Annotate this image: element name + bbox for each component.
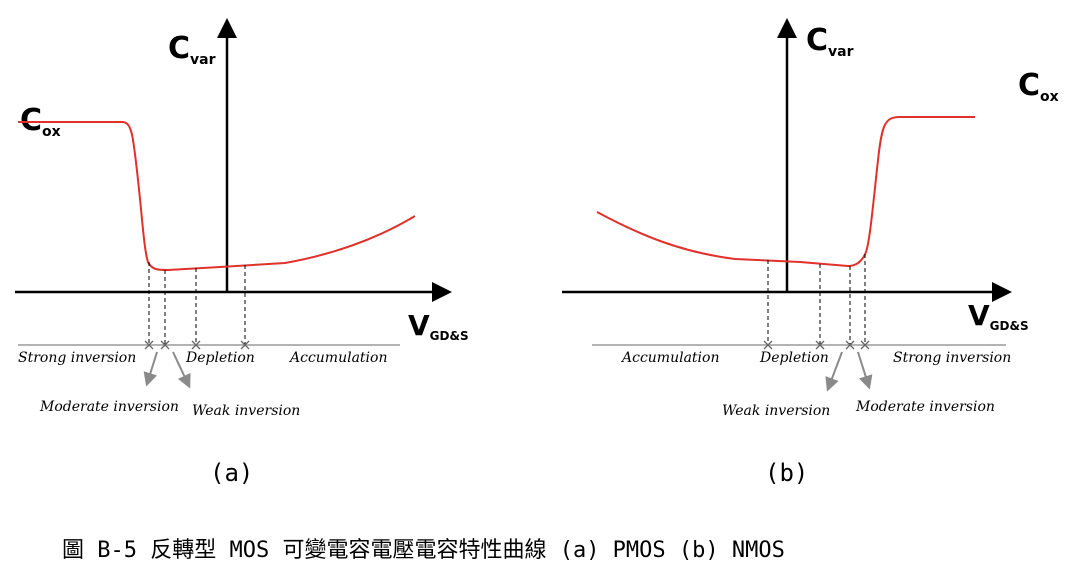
panel-a-region-accumulation: Accumulation [288, 350, 387, 366]
panel-a: Cvar Cox VGD&S Strong inversion [15, 18, 469, 487]
panel-a-cv-curve [18, 121, 416, 272]
panel-a-weak-arrow [172, 351, 191, 389]
panel-b-x-axis-label: VGD&S [968, 299, 1029, 333]
panel-a-boundary-markers [144, 340, 250, 350]
panel-b-cox-label: Cox [1018, 68, 1059, 105]
panel-a-region-depletion: Depletion [185, 350, 255, 366]
panel-a-cox-label: Cox [20, 103, 61, 140]
panel-a-callout-weak-inversion: Weak inversion [192, 403, 300, 419]
panel-b-callout-moderate-inversion: Moderate inversion [855, 399, 995, 415]
panel-b-guides [767, 254, 866, 345]
panel-a-callout-moderate-inversion: Moderate inversion [39, 399, 179, 415]
panel-b-callout-weak-inversion: Weak inversion [722, 403, 830, 419]
panel-b-moderate-arrow [857, 351, 873, 390]
panel-b: Cvar Cox VGD&S Accumulation D [562, 18, 1059, 487]
panel-a-region-strong-inversion: Strong inversion [18, 350, 136, 366]
panel-b-cv-curve [596, 116, 975, 268]
panel-b-boundary-markers [763, 340, 870, 350]
panel-b-sub-label: (b) [765, 459, 808, 487]
panel-b-region-strong-inversion: Strong inversion [893, 350, 1011, 366]
panel-b-weak-arrow [825, 351, 843, 392]
panel-b-region-accumulation: Accumulation [620, 350, 719, 366]
panel-b-region-depletion: Depletion [759, 350, 829, 366]
panel-a-moderate-arrow [143, 351, 158, 387]
panel-a-guides [148, 262, 246, 345]
panel-a-sub-label: (a) [210, 459, 253, 487]
panel-b-y-axis-label: Cvar [806, 23, 854, 60]
panel-a-y-axis-label: Cvar [168, 31, 216, 68]
panel-a-x-axis-label: VGD&S [408, 309, 469, 343]
figure-caption: 圖 B-5 反轉型 MOS 可變電容電壓電容特性曲線 (a) PMOS (b) … [62, 538, 785, 563]
